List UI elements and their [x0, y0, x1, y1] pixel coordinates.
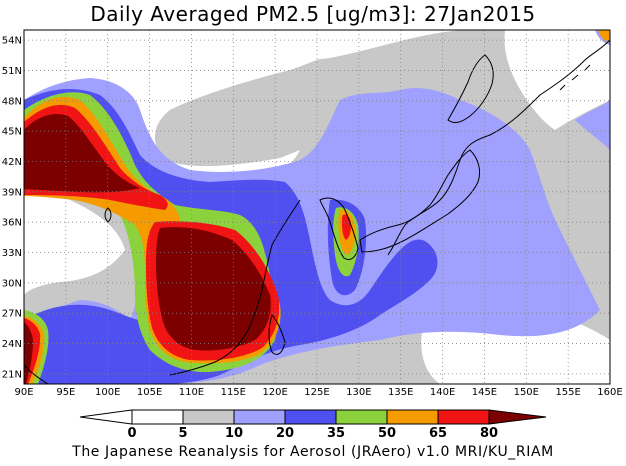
lon-tick-label: 155E — [555, 387, 580, 398]
colorbar-swatch — [131, 409, 184, 425]
map-frame — [23, 29, 611, 385]
lat-tick-label: 24N — [2, 339, 22, 350]
lat-tick-label: 48N — [2, 96, 22, 107]
lon-tick-label: 160E — [597, 387, 622, 398]
lat-tick-label: 54N — [2, 36, 22, 47]
colorbar-right-arrow — [488, 409, 547, 425]
lat-tick-label: 39N — [2, 187, 22, 198]
lat-tick-label: 42N — [2, 157, 22, 168]
lat-tick-label: 45N — [2, 127, 22, 138]
colorbar-level-label: 50 — [378, 426, 396, 441]
colorbar-level-label: 5 — [178, 426, 187, 441]
colorbar-swatch — [437, 409, 490, 425]
latitude-labels: 21N 24N 27N 30N 33N 36N 39N 42N 45N 48N 51N 54N — [2, 36, 22, 381]
lon-tick-label: 145E — [472, 387, 497, 398]
colorbar-level-label: 35 — [327, 426, 345, 441]
lon-tick-label: 120E — [262, 387, 287, 398]
map-title: Daily Averaged PM2.5 [ug/m3]: 27Jan2015 — [90, 2, 536, 26]
colorbar-swatch — [182, 409, 235, 425]
lon-tick-label: 115E — [221, 387, 246, 398]
longitude-labels: 90E 95E 100E 105E 110E 115E 120E 125E 130E 135E 14… — [14, 387, 622, 398]
lon-tick-label: 105E — [137, 387, 162, 398]
lat-tick-label: 27N — [2, 309, 22, 320]
colorbar-level-label: 10 — [225, 426, 243, 441]
lon-tick-label: 90E — [14, 387, 33, 398]
colorbar-swatch — [284, 409, 337, 425]
footer-credit: The Japanese Reanalysis for Aerosol (JRA… — [72, 444, 554, 460]
contour-gt-80 — [24, 113, 271, 384]
lat-tick-label: 33N — [2, 248, 22, 259]
lon-tick-label: 100E — [95, 387, 120, 398]
colorbar: 0 5 10 20 35 50 65 80 — [79, 409, 547, 441]
colorbar-level-label: 20 — [276, 426, 294, 441]
colorbar-level-label: 80 — [480, 426, 498, 441]
colorbar-swatch — [233, 409, 286, 425]
graticule — [24, 30, 610, 384]
lat-tick-label: 51N — [2, 66, 22, 77]
lon-tick-label: 95E — [56, 387, 75, 398]
lat-tick-label: 30N — [2, 278, 22, 289]
lon-tick-label: 135E — [388, 387, 413, 398]
lat-tick-label: 36N — [2, 218, 22, 229]
colorbar-level-label: 65 — [429, 426, 447, 441]
lon-tick-label: 130E — [346, 387, 371, 398]
lat-tick-label: 21N — [2, 369, 22, 380]
lon-tick-label: 150E — [514, 387, 539, 398]
colorbar-swatch — [386, 409, 439, 425]
colorbar-left-arrow — [79, 409, 133, 425]
lon-tick-label: 140E — [430, 387, 455, 398]
lon-tick-label: 110E — [179, 387, 204, 398]
colorbar-swatch — [335, 409, 388, 425]
colorbar-level-label: 0 — [127, 426, 136, 441]
lon-tick-label: 125E — [304, 387, 329, 398]
